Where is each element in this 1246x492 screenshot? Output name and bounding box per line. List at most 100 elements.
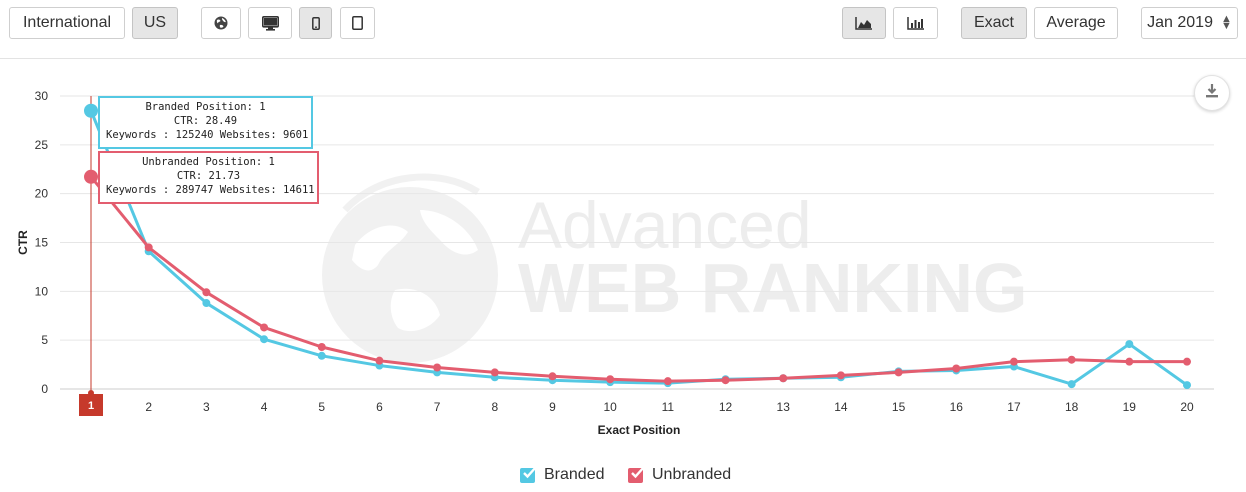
unbranded-point[interactable] [721, 376, 730, 385]
branded-point[interactable] [84, 103, 98, 118]
exact-button[interactable]: Exact [961, 7, 1027, 39]
unbranded-point[interactable] [894, 368, 903, 377]
unbranded-point[interactable] [1009, 357, 1018, 366]
unbranded-point[interactable] [779, 374, 788, 383]
branded-series-line [89, 110, 1188, 387]
legend: Branded Unbranded [0, 465, 1246, 488]
unbranded-point[interactable] [663, 377, 672, 386]
unbranded-point[interactable] [84, 169, 98, 184]
chart-toolbar: International US Exact Average Jan 2019 … [0, 0, 1246, 59]
international-button[interactable]: International [9, 7, 125, 39]
x-tick-label: 10 [603, 400, 617, 414]
mobile-icon [311, 16, 320, 30]
x-tick-label: 16 [950, 400, 964, 414]
x-tick-label: 20 [1180, 400, 1194, 414]
watermark-globe-icon [322, 173, 498, 363]
x-tick-label: 2 [145, 400, 152, 414]
x-tick-label: 6 [376, 400, 383, 414]
unbranded-point[interactable] [1183, 357, 1191, 366]
highlighted-x-box [79, 394, 103, 416]
unbranded-point[interactable] [606, 375, 615, 384]
branded-tooltip: Branded Position: 1 CTR: 28.49 Keywords … [98, 96, 313, 149]
unbranded-point[interactable] [144, 243, 153, 252]
unbranded-point[interactable] [202, 288, 211, 297]
x-tick-label: 19 [1123, 400, 1137, 414]
legend-label-unbranded: Unbranded [652, 466, 732, 483]
tooltip-branded-keywords: Keywords : 125240 Websites: 9601 [106, 129, 309, 141]
branded-point[interactable] [1067, 380, 1076, 389]
x-tick-label: 4 [261, 400, 268, 414]
unbranded-checkbox-icon [628, 465, 645, 483]
legend-label-branded: Branded [544, 466, 605, 483]
unbranded-point[interactable] [375, 356, 384, 365]
unbranded-tooltip: Unbranded Position: 1 CTR: 21.73 Keyword… [98, 151, 319, 204]
globe-icon [214, 16, 228, 30]
average-button[interactable]: Average [1034, 7, 1118, 39]
watermark: Advanced WEB RANKING [322, 173, 1027, 363]
unbranded-series-line [89, 175, 1187, 383]
area-chart-icon [855, 16, 873, 30]
month-select[interactable]: Jan 2019 ▲ ▼ [1141, 7, 1238, 39]
tooltip-branded-ctr: CTR: 28.49 [173, 115, 238, 127]
unbranded-point[interactable] [433, 363, 442, 372]
y-tick-label: 30 [35, 89, 49, 103]
x-tick-label: 5 [318, 400, 325, 414]
y-tick-label: 20 [35, 187, 49, 201]
bar-chart-button[interactable] [893, 7, 938, 39]
select-arrows-icon: ▲ ▼ [1220, 13, 1232, 32]
unbranded-point[interactable] [952, 364, 961, 373]
unbranded-point[interactable] [548, 372, 557, 381]
x-axis-label: Exact Position [598, 423, 681, 437]
legend-item-branded[interactable]: Branded [520, 465, 605, 484]
unbranded-point[interactable] [490, 368, 499, 377]
grid [60, 95, 1214, 390]
unbranded-point[interactable] [1125, 357, 1134, 366]
x-tick-label: 7 [434, 400, 441, 414]
unbranded-point[interactable] [317, 343, 326, 352]
x-tick-label: 11 [662, 400, 675, 414]
legend-item-unbranded[interactable]: Unbranded [628, 465, 732, 484]
unbranded-point[interactable] [260, 323, 269, 332]
download-icon [1206, 83, 1218, 103]
x-tick-label: 15 [892, 400, 906, 414]
x-tick-label: 12 [719, 400, 733, 414]
x-tick-label: 3 [203, 400, 210, 414]
branded-point[interactable] [1125, 340, 1134, 349]
tablet-button[interactable] [340, 7, 375, 39]
x-tick-label: 18 [1065, 400, 1079, 414]
unbranded-point[interactable] [836, 371, 845, 380]
tooltip-branded-position: Branded Position: 1 [145, 101, 266, 113]
x-tick-label: 14 [834, 400, 848, 414]
month-select-value: Jan 2019 [1147, 14, 1213, 31]
y-tick-label: 15 [35, 236, 49, 250]
y-axis-label: CTR [16, 230, 30, 255]
branded-point[interactable] [202, 299, 211, 308]
y-tick-label: 5 [41, 333, 48, 347]
bar-chart-icon [906, 16, 925, 30]
x-axis-ticks: 2 3 4 5 6 7 8 9 10 11 12 13 14 15 16 17 18 19 20 [145, 400, 1194, 414]
watermark-line2: WEB RANKING [518, 249, 1027, 327]
globe-button[interactable] [201, 7, 241, 39]
unbranded-point[interactable] [1067, 355, 1076, 364]
download-button[interactable] [1194, 75, 1230, 111]
desktop-icon [261, 15, 279, 31]
branded-point[interactable] [1183, 381, 1191, 390]
branded-point[interactable] [260, 335, 269, 344]
y-axis-ticks: 0 5 10 15 20 25 30 [35, 89, 49, 396]
tooltip-unbranded-ctr: CTR: 21.73 [176, 170, 241, 182]
mobile-button[interactable] [299, 7, 332, 39]
ctr-line-chart: Advanced WEB RANKING 0 5 10 15 20 25 30 2 3 4 5 6 7… [16, 89, 1214, 437]
tooltip-unbranded-position: Unbranded Position: 1 [142, 156, 275, 168]
desktop-button[interactable] [248, 7, 292, 39]
area-chart-button[interactable] [842, 7, 886, 39]
x-tick-label: 17 [1007, 400, 1021, 414]
branded-point[interactable] [317, 351, 326, 360]
highlighted-x-label: 1 [88, 400, 94, 412]
y-tick-label: 10 [35, 284, 49, 298]
crosshair-marker [88, 390, 94, 396]
tooltip-unbranded-keywords: Keywords : 289747 Websites: 14611 [106, 184, 315, 196]
us-button[interactable]: US [132, 7, 178, 39]
x-tick-label: 13 [777, 400, 791, 414]
x-tick-label: 8 [491, 400, 498, 414]
y-tick-label: 25 [35, 138, 49, 152]
